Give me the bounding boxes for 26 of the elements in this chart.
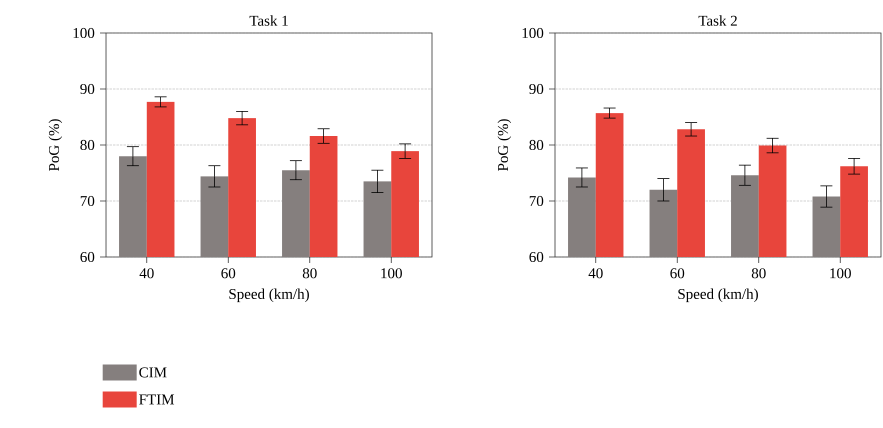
y-tick-label: 90 bbox=[529, 84, 544, 94]
x-tick-label: 80 bbox=[302, 268, 317, 278]
y-tick-label: 70 bbox=[530, 196, 544, 206]
legend-label: CIM bbox=[139, 367, 167, 378]
y-tick-label: 60 bbox=[80, 252, 94, 262]
y-tick-label: 80 bbox=[80, 140, 94, 150]
x-tick-label: 40 bbox=[140, 268, 154, 278]
y-tick-label: 80 bbox=[529, 140, 544, 150]
x-tick-label: 100 bbox=[381, 268, 402, 278]
y-tick-label: 100 bbox=[522, 28, 544, 38]
x-tick-label: 60 bbox=[221, 268, 236, 278]
y-axis-title: PoG (%) bbox=[498, 119, 512, 172]
x-tick-label: 80 bbox=[752, 268, 766, 278]
y-tick-label: 70 bbox=[80, 196, 94, 206]
y-axis-title: PoG (%) bbox=[48, 119, 62, 172]
x-axis-title: Speed (km/h) bbox=[229, 288, 309, 302]
y-tick-label: 90 bbox=[80, 84, 94, 94]
x-tick-label: 100 bbox=[830, 268, 851, 278]
y-tick-label: 100 bbox=[74, 28, 94, 38]
chart-title: Task 1 bbox=[250, 15, 288, 26]
chart-title: Task 2 bbox=[698, 15, 737, 26]
x-tick-label: 40 bbox=[588, 268, 603, 278]
y-tick-label: 60 bbox=[529, 252, 544, 262]
legend-label: FTIM bbox=[139, 394, 174, 404]
x-tick-label: 60 bbox=[670, 268, 684, 278]
x-axis-title: Speed (km/h) bbox=[678, 288, 758, 302]
